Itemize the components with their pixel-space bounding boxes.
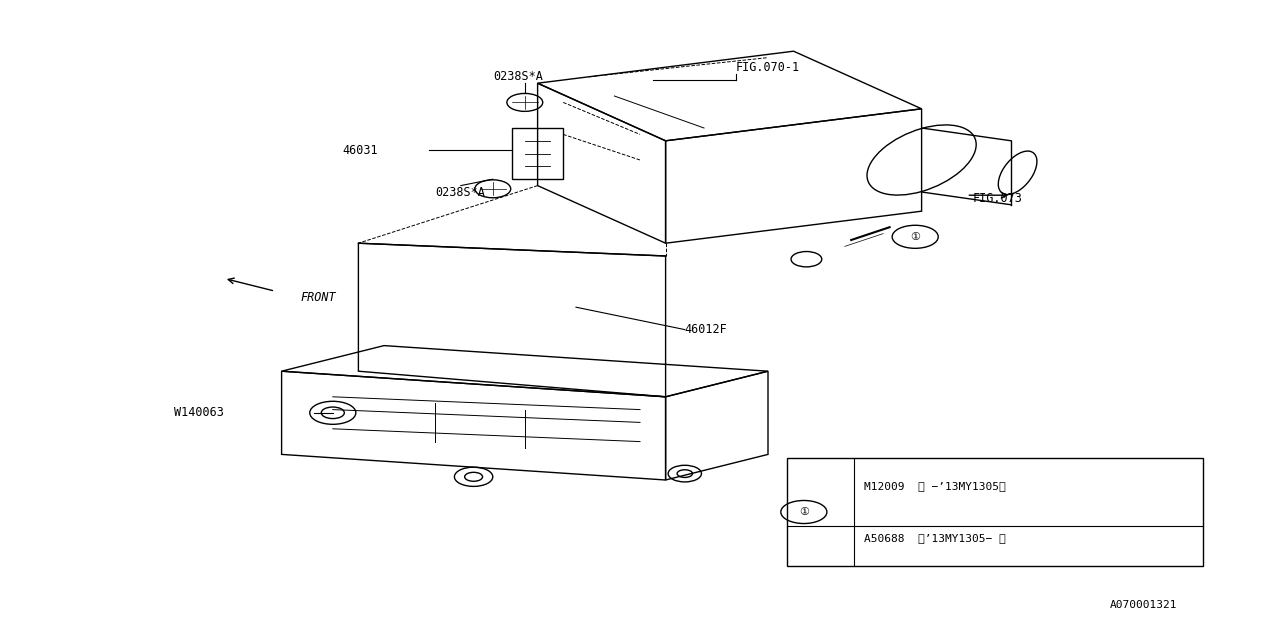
Ellipse shape bbox=[998, 151, 1037, 195]
Text: A070001321: A070001321 bbox=[1110, 600, 1178, 610]
Text: M12009  〈 −’13MY1305〉: M12009 〈 −’13MY1305〉 bbox=[864, 481, 1006, 491]
Text: W140063: W140063 bbox=[174, 406, 224, 419]
Text: A50688  〈’13MY1305− 〉: A50688 〈’13MY1305− 〉 bbox=[864, 533, 1006, 543]
Text: FRONT: FRONT bbox=[301, 291, 337, 304]
Text: FIG.070-1: FIG.070-1 bbox=[736, 61, 800, 74]
Text: 46031: 46031 bbox=[342, 144, 378, 157]
Text: 0238S*A: 0238S*A bbox=[435, 186, 485, 198]
Text: FIG.073: FIG.073 bbox=[973, 192, 1023, 205]
Text: 46012F: 46012F bbox=[685, 323, 727, 336]
Text: ①: ① bbox=[910, 232, 920, 242]
Text: 0238S*A: 0238S*A bbox=[493, 70, 543, 83]
Text: ①: ① bbox=[799, 507, 809, 517]
